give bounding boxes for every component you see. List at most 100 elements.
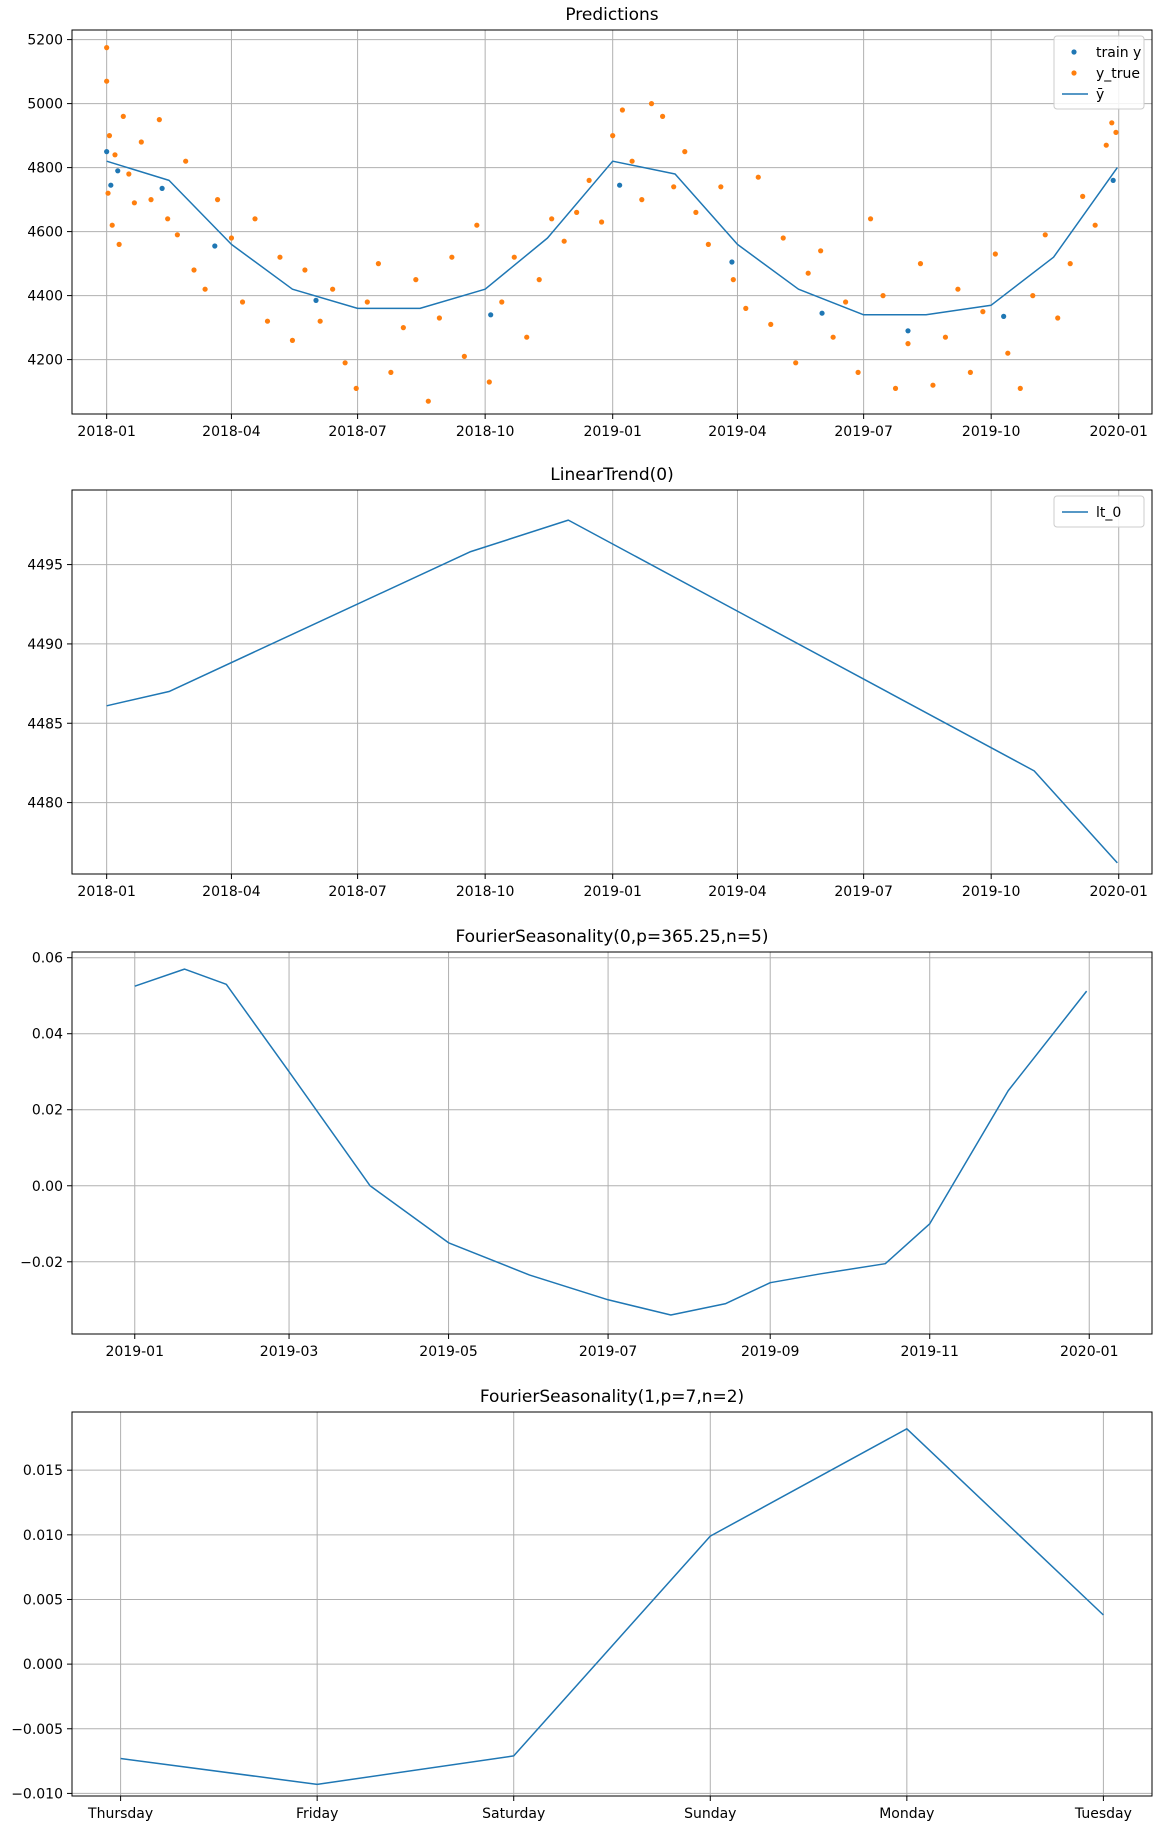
x-tick-label: Thursday bbox=[87, 1806, 153, 1822]
y-tick-label: 4485 bbox=[27, 716, 63, 732]
data-point bbox=[131, 200, 137, 206]
y-tick-label: 4600 bbox=[27, 225, 63, 241]
chart-panel-1: LinearTrend(0) 2018-01 2018-04 2018-07 2018-… bbox=[27, 465, 1153, 900]
legend-box bbox=[1053, 35, 1145, 110]
x-tick-label: 2018-10 bbox=[456, 424, 515, 440]
data-point bbox=[353, 385, 359, 391]
data-point bbox=[104, 149, 110, 155]
x-tick-label: Sunday bbox=[684, 1806, 736, 1822]
data-point bbox=[499, 299, 505, 305]
axes-frame bbox=[71, 29, 1153, 415]
data-point bbox=[819, 310, 825, 316]
data-point bbox=[586, 177, 592, 183]
chart-title: FourierSeasonality(0,p=365.25,n=5) bbox=[455, 927, 768, 947]
y-tick-label: 4480 bbox=[27, 796, 63, 812]
chart-panel-2: FourierSeasonality(0,p=365.25,n=5) 2019-0… bbox=[20, 927, 1153, 1360]
y-tick-label: 0.000 bbox=[23, 1657, 63, 1673]
legend-box bbox=[1053, 495, 1145, 528]
data-point bbox=[992, 251, 998, 257]
data-point bbox=[818, 248, 824, 254]
data-point bbox=[671, 184, 677, 190]
x-tick-label: 2019-11 bbox=[900, 1344, 959, 1360]
axes-frame bbox=[71, 1411, 1153, 1797]
data-point bbox=[619, 107, 625, 113]
x-tick-label: 2019-10 bbox=[962, 884, 1021, 900]
data-point bbox=[330, 286, 336, 292]
data-point bbox=[1042, 232, 1048, 238]
data-point bbox=[648, 101, 655, 107]
legend-marker bbox=[1071, 70, 1077, 76]
legend: train y y_true ȳ bbox=[1053, 35, 1145, 110]
data-point bbox=[780, 235, 786, 241]
data-point bbox=[214, 197, 221, 203]
data-point bbox=[729, 259, 735, 265]
data-point bbox=[486, 379, 492, 385]
data-point bbox=[805, 270, 811, 276]
x-tick-label: 2019-10 bbox=[962, 424, 1021, 440]
data-point bbox=[561, 238, 567, 244]
data-point bbox=[1030, 293, 1036, 299]
x-tick-label: Friday bbox=[296, 1806, 338, 1822]
data-point bbox=[165, 216, 171, 222]
data-point bbox=[1080, 193, 1086, 199]
y-tick-label: −0.005 bbox=[11, 1722, 63, 1738]
x-tick-label: Saturday bbox=[482, 1806, 545, 1822]
axes-frame bbox=[71, 489, 1153, 875]
data-point bbox=[109, 222, 115, 228]
y-tick-label: 0.010 bbox=[23, 1528, 63, 1544]
data-point bbox=[104, 45, 110, 51]
data-point bbox=[183, 158, 189, 164]
data-point bbox=[1017, 385, 1023, 391]
data-point bbox=[400, 325, 406, 331]
data-point bbox=[302, 267, 308, 273]
y-tick-label: 4495 bbox=[27, 558, 63, 574]
x-tick-label: 2019-05 bbox=[419, 1344, 478, 1360]
data-point bbox=[755, 174, 761, 180]
data-point bbox=[191, 267, 197, 273]
data-point bbox=[536, 277, 542, 283]
data-point bbox=[1005, 350, 1011, 356]
data-point bbox=[264, 318, 271, 324]
series-line bbox=[106, 519, 1118, 864]
data-point bbox=[375, 261, 381, 267]
y-tick-label: 4490 bbox=[27, 637, 63, 653]
data-point bbox=[159, 185, 165, 191]
legend-marker bbox=[1071, 49, 1077, 55]
data-point bbox=[629, 158, 635, 164]
data-point bbox=[599, 219, 605, 225]
x-tick-label: 2020-01 bbox=[1060, 1344, 1119, 1360]
data-point bbox=[277, 254, 283, 260]
data-point bbox=[436, 315, 442, 321]
x-tick-label: 2019-07 bbox=[834, 424, 893, 440]
data-point bbox=[942, 334, 949, 340]
data-point bbox=[718, 184, 724, 190]
y-tick-label: 0.04 bbox=[32, 1027, 63, 1043]
chart-panel-3: FourierSeasonality(1,p=7,n=2) Thursday Fri… bbox=[11, 1387, 1153, 1822]
data-point bbox=[138, 139, 144, 145]
y-tick-label: 5200 bbox=[27, 33, 63, 49]
data-point bbox=[682, 149, 688, 155]
x-tick-label: 2019-09 bbox=[741, 1344, 800, 1360]
y-tick-label: 0.02 bbox=[32, 1103, 63, 1119]
data-point bbox=[743, 305, 749, 311]
data-point bbox=[364, 299, 370, 305]
data-point bbox=[1092, 222, 1098, 228]
y-tick-label: 4800 bbox=[27, 161, 63, 177]
legend-label: y_true bbox=[1096, 66, 1140, 82]
data-point bbox=[461, 353, 467, 359]
data-point bbox=[549, 216, 555, 222]
data-point bbox=[488, 312, 494, 318]
data-point bbox=[793, 360, 799, 366]
data-point bbox=[156, 117, 162, 123]
data-point bbox=[1110, 177, 1116, 183]
data-point bbox=[425, 398, 431, 404]
x-tick-label: Tuesday bbox=[1074, 1806, 1132, 1822]
data-point bbox=[967, 369, 973, 375]
data-point bbox=[474, 222, 480, 228]
data-point bbox=[867, 216, 874, 222]
x-tick-label: 2020-01 bbox=[1089, 884, 1148, 900]
data-point bbox=[106, 133, 113, 139]
x-tick-label: 2018-01 bbox=[77, 884, 136, 900]
y-tick-label: 0.06 bbox=[32, 951, 63, 967]
y-tick-label: 0.005 bbox=[23, 1592, 63, 1608]
